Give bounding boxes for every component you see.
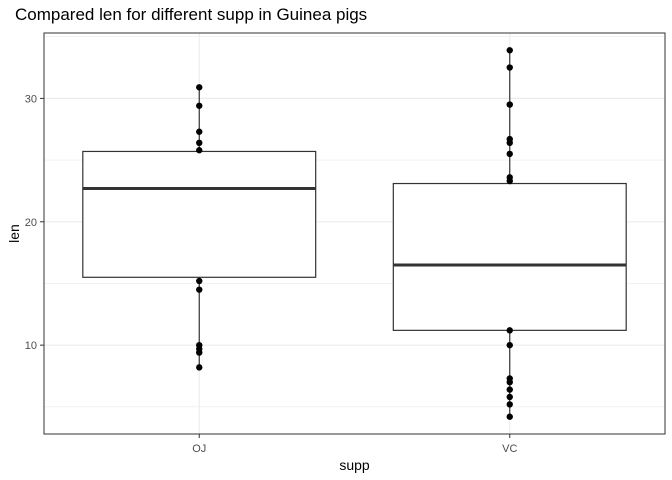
y-tick-label: 20 [25, 217, 37, 229]
x-axis-title: supp [339, 457, 370, 473]
box-oj [82, 150, 317, 278]
data-point [196, 364, 203, 371]
data-point [506, 413, 513, 420]
plot-panel-border [43, 32, 666, 435]
y-axis-title: len [6, 224, 22, 243]
data-point [196, 341, 203, 349]
data-point [196, 84, 203, 91]
data-point [196, 128, 203, 135]
x-tick-label: OJ [192, 443, 206, 455]
x-axis: OJ VC [192, 434, 517, 455]
x-tick-label: VC [502, 443, 517, 455]
data-point [506, 341, 513, 349]
data-point [506, 135, 513, 143]
plot-area [43, 32, 666, 435]
data-point [196, 139, 203, 147]
data-point [506, 101, 513, 108]
data-point [506, 327, 513, 334]
chart-title: Compared len for different supp in Guine… [15, 5, 367, 24]
data-point [196, 286, 203, 293]
data-point [196, 102, 203, 109]
data-point [506, 375, 513, 382]
data-point [506, 64, 513, 71]
data-point [506, 47, 513, 54]
data-points [196, 47, 513, 420]
data-point [506, 174, 513, 181]
data-point [196, 277, 203, 285]
box-vc [392, 182, 627, 331]
data-point [506, 393, 513, 401]
boxes [82, 150, 627, 331]
y-tick-label: 10 [25, 340, 37, 352]
data-point [506, 386, 513, 393]
data-point [196, 147, 203, 154]
y-tick-label: 30 [25, 93, 37, 105]
data-point [506, 401, 513, 408]
data-point [506, 150, 513, 158]
y-axis: 10 20 30 [25, 93, 44, 352]
